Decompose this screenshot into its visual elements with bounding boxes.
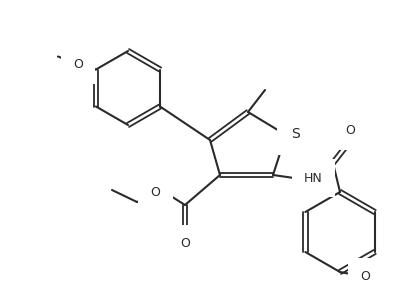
Text: O: O: [345, 124, 355, 137]
Text: S: S: [291, 127, 299, 141]
Text: O: O: [180, 237, 190, 250]
Text: O: O: [360, 271, 370, 283]
Text: HN: HN: [304, 171, 323, 184]
Text: O: O: [73, 58, 83, 71]
Text: O: O: [150, 186, 160, 199]
